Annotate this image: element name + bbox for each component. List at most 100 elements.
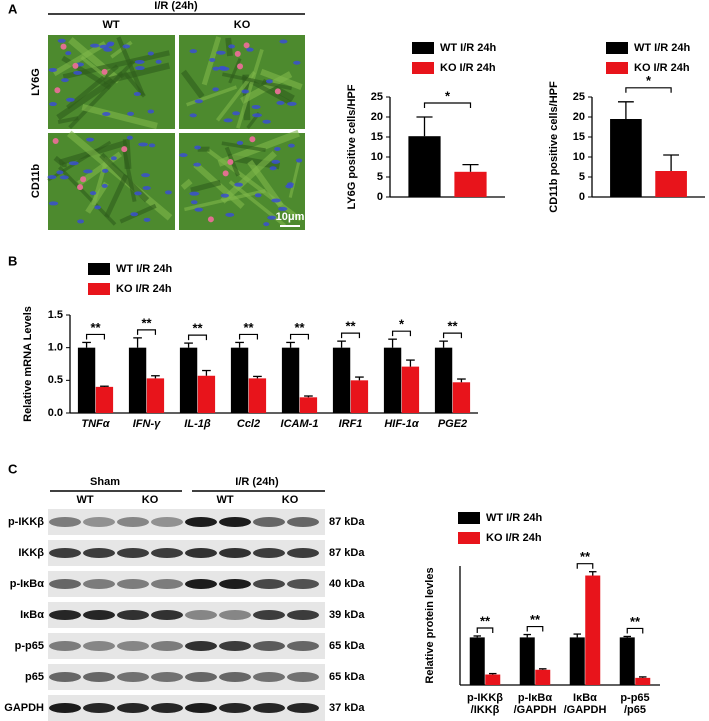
nucleus xyxy=(83,169,93,174)
significance-bracket xyxy=(476,627,494,633)
band xyxy=(49,548,81,558)
nucleus xyxy=(279,39,288,44)
stained-cell xyxy=(54,87,61,94)
nucleus xyxy=(219,66,230,71)
x-tick-label: PGE2 xyxy=(438,418,467,430)
band xyxy=(185,548,217,558)
nucleus xyxy=(246,47,254,52)
band xyxy=(185,579,217,589)
nucleus xyxy=(65,97,75,102)
row-label: IκBα xyxy=(20,609,44,621)
size-label: 65 kDa xyxy=(329,640,365,652)
band xyxy=(185,703,217,713)
nucleus xyxy=(89,191,97,196)
nucleus xyxy=(278,206,288,211)
x-tick-label: p-IKKβ xyxy=(467,692,503,704)
nucleus xyxy=(262,119,271,124)
significance-label: * xyxy=(399,317,405,332)
genotype-label: WT xyxy=(216,494,233,506)
band xyxy=(287,548,319,558)
significance-label: ** xyxy=(580,549,591,564)
nucleus xyxy=(68,161,79,166)
stained-cell xyxy=(101,68,108,75)
y-tick-label: 20 xyxy=(573,111,585,123)
bar xyxy=(519,637,535,685)
significance-label: ** xyxy=(345,319,356,334)
x-tick-label: /p65 xyxy=(624,704,646,716)
significance-bracket xyxy=(238,333,259,340)
x-tick-label: /IKKβ xyxy=(471,704,500,716)
bar xyxy=(350,380,369,413)
nucleus xyxy=(212,66,220,71)
bar xyxy=(585,575,601,685)
nucleus xyxy=(99,44,110,49)
micrographs xyxy=(47,35,305,230)
nucleus xyxy=(106,42,114,47)
nucleus xyxy=(61,78,69,83)
nucleus xyxy=(147,109,155,114)
legend-swatch xyxy=(458,512,480,524)
stained-cell xyxy=(274,88,281,95)
legend-label: KO I/R 24h xyxy=(486,532,542,544)
legend-swatch xyxy=(606,42,628,54)
stained-cell xyxy=(72,62,79,69)
y-tick-label: 25 xyxy=(573,91,585,103)
nucleus xyxy=(216,50,226,55)
legend-swatch xyxy=(458,532,480,544)
bar xyxy=(281,347,300,413)
group-label: Sham xyxy=(90,476,120,488)
genotype-label: WT xyxy=(76,494,93,506)
nucleus xyxy=(73,70,82,75)
scale-bar-label: 10μm xyxy=(276,211,305,223)
legend-swatch xyxy=(606,62,628,74)
error-bar xyxy=(100,385,109,387)
bar xyxy=(485,674,501,685)
band xyxy=(253,703,285,713)
y-axis-label: Relative protein levles xyxy=(424,567,436,683)
nucleus xyxy=(236,140,244,145)
fiber xyxy=(52,41,107,77)
row-label: p-p65 xyxy=(15,640,44,652)
y-axis-label: LY6G positive cells/HPF xyxy=(346,84,358,209)
bar xyxy=(128,347,147,413)
nucleus xyxy=(130,212,139,217)
y-axis-label: Relative mRNA Levels xyxy=(22,306,34,422)
nucleus xyxy=(103,47,113,52)
y-tick-label: 0.0 xyxy=(48,407,63,419)
band xyxy=(151,672,183,682)
nucleus xyxy=(48,201,59,206)
legend-label: KO I/R 24h xyxy=(634,62,690,74)
error-bar xyxy=(462,163,479,172)
y-tick-label: 25 xyxy=(371,91,383,103)
fiber xyxy=(184,189,266,212)
error-bar xyxy=(406,359,415,367)
stained-cell xyxy=(52,137,59,144)
panel-label: C xyxy=(8,461,18,476)
band xyxy=(49,703,81,713)
nucleus xyxy=(90,43,100,48)
row-label: CD11b xyxy=(30,164,42,199)
nucleus xyxy=(148,143,156,148)
band xyxy=(219,610,251,620)
nucleus xyxy=(269,166,277,171)
y-tick-label: 5 xyxy=(579,171,585,183)
nucleus xyxy=(285,184,294,189)
nucleus xyxy=(47,175,57,180)
band xyxy=(49,610,81,620)
significance-label: ** xyxy=(530,612,541,627)
bar xyxy=(77,347,96,413)
size-label: 39 kDa xyxy=(329,609,365,621)
fiber xyxy=(102,62,171,85)
nucleus xyxy=(127,111,135,116)
nucleus xyxy=(56,170,64,175)
band xyxy=(185,672,217,682)
nucleus xyxy=(225,212,235,217)
bar xyxy=(619,637,635,685)
nucleus xyxy=(110,156,117,161)
row-label: IKKβ xyxy=(18,547,44,559)
fiber xyxy=(68,60,135,130)
band xyxy=(253,517,285,527)
significance-bracket xyxy=(136,329,157,335)
x-tick-label: IFN-γ xyxy=(133,418,161,430)
